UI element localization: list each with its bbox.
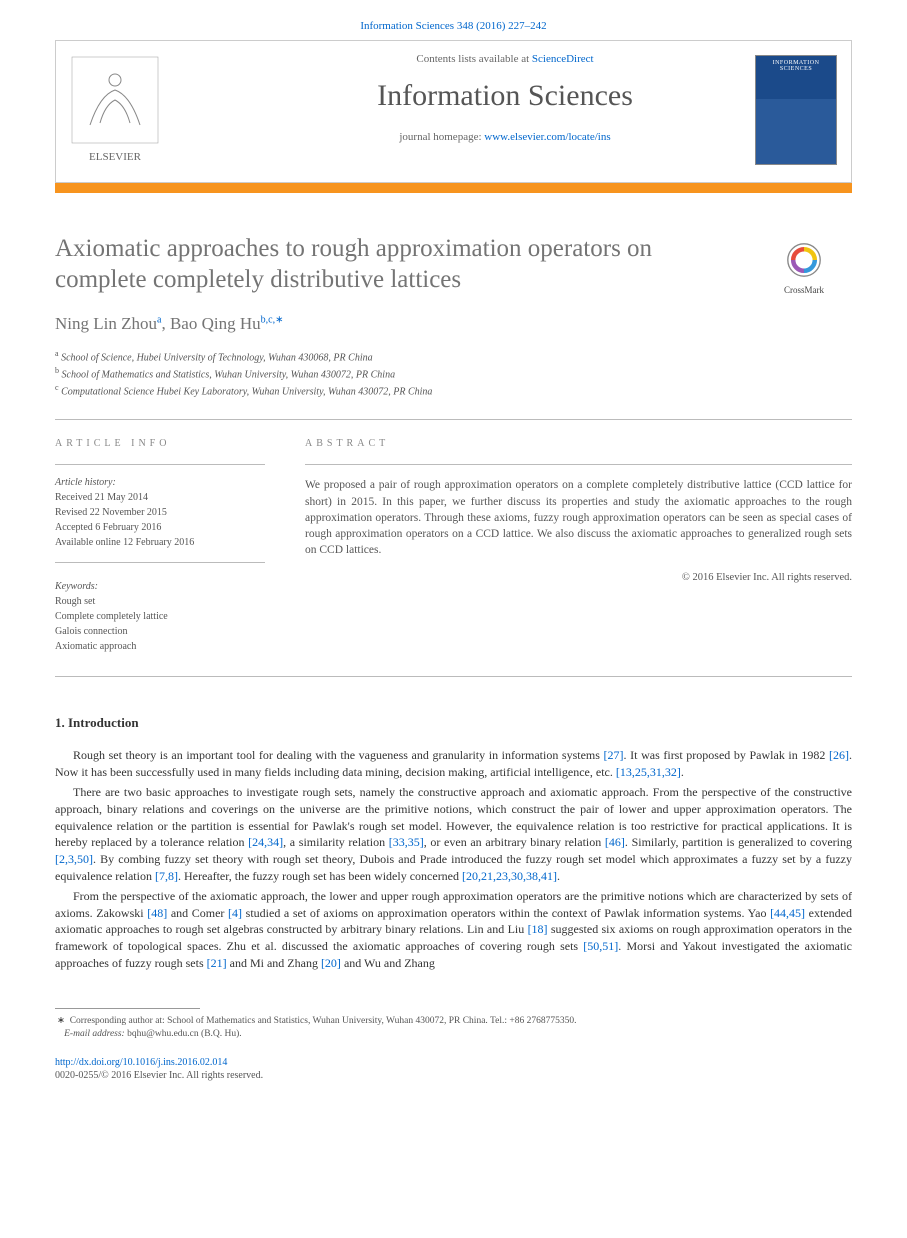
keyword-item: Rough set — [55, 594, 265, 609]
author-name: Ning Lin Zhou — [55, 314, 157, 333]
abstract-copyright: © 2016 Elsevier Inc. All rights reserved… — [305, 572, 852, 583]
text-run: and Comer — [167, 906, 228, 920]
corresponding-asterisk: ∗ — [275, 314, 283, 325]
keyword-item: Axiomatic approach — [55, 639, 265, 654]
citation-ref[interactable]: [46] — [605, 835, 625, 849]
crossmark-icon — [786, 242, 822, 278]
citation-ref[interactable]: [33,35] — [389, 835, 424, 849]
accent-bar — [55, 183, 852, 193]
article-title: Axiomatic approaches to rough approximat… — [55, 233, 852, 296]
journal-homepage-line: journal homepage: www.elsevier.com/locat… — [174, 131, 836, 143]
text-run: , or even an arbitrary binary relation — [424, 835, 605, 849]
journal-homepage-link[interactable]: www.elsevier.com/locate/ins — [484, 131, 610, 143]
citation-ref[interactable]: [48] — [147, 906, 167, 920]
author-email-link[interactable]: bqhu@whu.edu.cn — [127, 1029, 199, 1039]
citation-ref[interactable]: [20,21,23,30,38,41] — [462, 869, 557, 883]
history-label: Article history: — [55, 477, 265, 488]
citation-ref[interactable]: [24,34] — [248, 835, 283, 849]
issn-copyright: 0020-0255/© 2016 Elsevier Inc. All right… — [55, 1070, 852, 1081]
citation-ref[interactable]: [4] — [228, 906, 242, 920]
history-item: Accepted 6 February 2016 — [55, 520, 265, 535]
abstract-label: ABSTRACT — [305, 438, 852, 449]
text-run: . Hereafter, the fuzzy rough set has bee… — [178, 869, 462, 883]
citation-ref[interactable]: [27] — [604, 748, 624, 762]
footnote-divider — [55, 1008, 200, 1009]
keyword-item: Complete completely lattice — [55, 609, 265, 624]
citation-ref[interactable]: [18] — [528, 922, 548, 936]
article-info-column: ARTICLE INFO Article history: Received 2… — [55, 438, 265, 654]
article-info-label: ARTICLE INFO — [55, 438, 265, 449]
text-run: Rough set theory is an important tool fo… — [73, 748, 604, 762]
crossmark-badge[interactable]: CrossMark — [759, 242, 849, 295]
body-paragraph: There are two basic approaches to invest… — [55, 784, 852, 885]
history-item: Received 21 May 2014 — [55, 490, 265, 505]
divider — [55, 562, 265, 563]
journal-cover-thumbnail: INFORMATION SCIENCES — [755, 55, 837, 165]
history-item: Revised 22 November 2015 — [55, 505, 265, 520]
citation-ref[interactable]: [2,3,50] — [55, 852, 93, 866]
divider — [55, 676, 852, 677]
author-affil-sup: b,c, — [261, 314, 275, 325]
author-name: Bao Qing Hu — [170, 314, 261, 333]
elsevier-logo: ELSEVIER — [70, 55, 160, 167]
section-heading-intro: 1. Introduction — [55, 715, 852, 731]
text-run: and Mi and Zhang — [227, 956, 321, 970]
citation-ref[interactable]: [20] — [321, 956, 341, 970]
citation-ref[interactable]: [13,25,31,32] — [616, 765, 681, 779]
text-run: . — [557, 869, 560, 883]
sciencedirect-link[interactable]: ScienceDirect — [532, 53, 594, 65]
text-run: and Wu and Zhang — [341, 956, 435, 970]
affiliation-line: c Computational Science Hubei Key Labora… — [55, 382, 852, 399]
journal-name: Information Sciences — [174, 79, 836, 113]
divider — [305, 464, 852, 465]
body-paragraph: From the perspective of the axiomatic ap… — [55, 888, 852, 972]
abstract-text: We proposed a pair of rough approximatio… — [305, 477, 852, 557]
author-affil-sup: a — [157, 314, 161, 325]
text-run: . It was first proposed by Pawlak in 198… — [624, 748, 829, 762]
corresponding-author-footnote: ∗ Corresponding author at: School of Mat… — [55, 1015, 852, 1028]
svg-text:ELSEVIER: ELSEVIER — [89, 151, 142, 163]
text-run: . Similarly, partition is generalized to… — [625, 835, 852, 849]
journal-header: ELSEVIER INFORMATION SCIENCES Contents l… — [55, 40, 852, 183]
citation-line: Information Sciences 348 (2016) 227–242 — [0, 0, 907, 40]
affiliation-line: b School of Mathematics and Statistics, … — [55, 365, 852, 382]
contents-available-line: Contents lists available at ScienceDirec… — [174, 53, 836, 65]
body-paragraph: Rough set theory is an important tool fo… — [55, 747, 852, 781]
affiliations: a School of Science, Hubei University of… — [55, 348, 852, 400]
email-footnote: E-mail address: bqhu@whu.edu.cn (B.Q. Hu… — [55, 1028, 852, 1041]
text-run: , a similarity relation — [283, 835, 389, 849]
keywords-label: Keywords: — [55, 581, 265, 592]
affiliation-line: a School of Science, Hubei University of… — [55, 348, 852, 365]
citation-ref[interactable]: [44,45] — [770, 906, 805, 920]
authors-line: Ning Lin Zhoua, Bao Qing Hub,c,∗ — [55, 314, 852, 334]
citation-ref[interactable]: [26] — [829, 748, 849, 762]
doi-link[interactable]: http://dx.doi.org/10.1016/j.ins.2016.02.… — [55, 1057, 852, 1068]
citation-ref[interactable]: [21] — [207, 956, 227, 970]
divider — [55, 464, 265, 465]
citation-ref[interactable]: [50,51] — [583, 939, 618, 953]
history-item: Available online 12 February 2016 — [55, 535, 265, 550]
abstract-column: ABSTRACT We proposed a pair of rough app… — [305, 438, 852, 654]
text-run: . — [681, 765, 684, 779]
citation-ref[interactable]: [7,8] — [155, 869, 178, 883]
keyword-item: Galois connection — [55, 624, 265, 639]
text-run: studied a set of axioms on approximation… — [242, 906, 770, 920]
